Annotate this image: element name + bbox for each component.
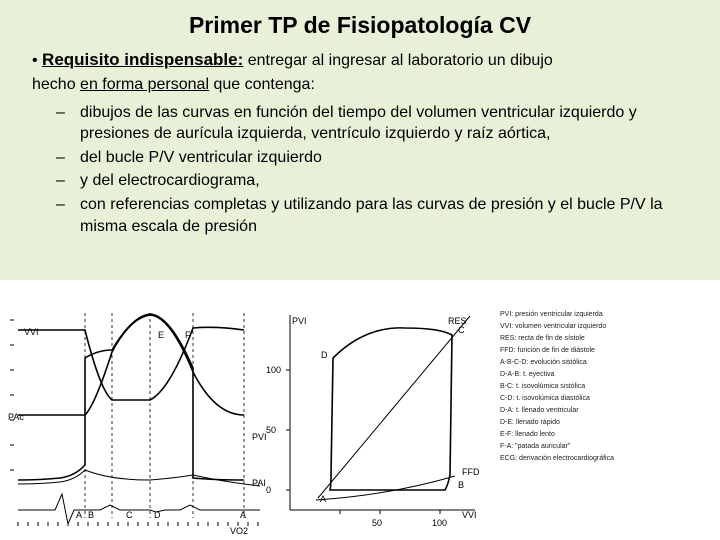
- svg-text:FFD: función de fin de diástol: FFD: función de fin de diástole: [500, 347, 595, 354]
- svg-text:PVI: PVI: [292, 316, 307, 326]
- svg-text:50: 50: [266, 425, 276, 435]
- svg-text:D-A-B: t. eyectiva: D-A-B: t. eyectiva: [500, 371, 555, 378]
- text-block: • Requisito indispensable: entregar al i…: [0, 49, 720, 237]
- svg-text:C-D: t. isovolúmica diastólica: C-D: t. isovolúmica diastólica: [500, 395, 590, 402]
- bullet-dot: •: [32, 52, 42, 69]
- sub-bullet-2: –del bucle P/V ventricular izquierdo: [68, 147, 688, 169]
- svg-text:B: B: [458, 480, 464, 490]
- sub-bullet-1-text: dibujos de las curvas en función del tie…: [80, 104, 637, 143]
- svg-text:PVI: presión ventricular izqui: PVI: presión ventricular izquierda: [500, 311, 603, 318]
- sub-bullet-4-text: con referencias completas y utilizando p…: [80, 196, 663, 235]
- svg-text:C: C: [126, 510, 133, 520]
- svg-text:PVI: PVI: [252, 432, 267, 442]
- svg-text:VVI: VVI: [24, 327, 39, 337]
- svg-text:D-E: llenado rápido: D-E: llenado rápido: [500, 419, 560, 426]
- svg-text:RES: RES: [448, 316, 467, 326]
- svg-text:PAc: PAc: [8, 412, 24, 422]
- svg-text:A: A: [320, 494, 326, 504]
- svg-text:E-F: llenado lento: E-F: llenado lento: [500, 431, 555, 438]
- svg-text:B: B: [88, 510, 94, 520]
- bullet-rest-4: que contenga:: [209, 76, 315, 93]
- bullet-rest-3: en forma personal: [80, 76, 209, 93]
- figure: VVIPAcPVIPAIFEABCDAVO210050050100ABCDRES…: [0, 280, 720, 540]
- svg-text:PAI: PAI: [252, 478, 266, 488]
- svg-text:RES: recta de fin de sístole: RES: recta de fin de sístole: [500, 335, 585, 342]
- sub-bullet-1: –dibujos de las curvas en función del ti…: [68, 102, 688, 145]
- svg-text:F: F: [185, 330, 191, 340]
- page-title: Primer TP de Fisiopatología CV: [0, 0, 720, 49]
- svg-text:B-C: t. isovolúmica sistólica: B-C: t. isovolúmica sistólica: [500, 383, 585, 390]
- svg-text:C: C: [458, 325, 465, 335]
- svg-text:A-B-C-D: evolución sistólica: A-B-C-D: evolución sistólica: [500, 359, 587, 366]
- sub-bullets: –dibujos de las curvas en función del ti…: [32, 98, 688, 238]
- svg-text:100: 100: [432, 518, 447, 528]
- sub-bullet-3-text: y del electrocardiograma,: [80, 172, 260, 189]
- main-bullet-cont: hecho en forma personal que contenga:: [32, 74, 688, 96]
- svg-text:D: D: [321, 350, 328, 360]
- svg-text:VO2: VO2: [230, 526, 248, 536]
- svg-text:D: D: [154, 510, 161, 520]
- svg-text:50: 50: [372, 518, 382, 528]
- sub-bullet-4: –con referencias completas y utilizando …: [68, 194, 688, 237]
- svg-text:VVI: VVI: [462, 510, 477, 520]
- svg-text:FFD: FFD: [462, 467, 480, 477]
- sub-bullet-3: –y del electrocardiograma,: [68, 170, 688, 192]
- sub-bullet-2-text: del bucle P/V ventricular izquierdo: [80, 149, 322, 166]
- svg-text:100: 100: [266, 365, 281, 375]
- svg-text:A: A: [240, 510, 246, 520]
- svg-text:D-A: t. llenado ventricular: D-A: t. llenado ventricular: [500, 407, 579, 414]
- svg-text:VVI: volumen ventricular izqui: VVI: volumen ventricular izquierdo: [500, 323, 606, 330]
- bullet-rest-1: entregar al ingresar al laboratorio un d…: [243, 52, 553, 69]
- svg-text:E: E: [158, 330, 164, 340]
- svg-text:F-A: "patada auricular": F-A: "patada auricular": [500, 443, 571, 450]
- bullet-lead: Requisito indispensable:: [42, 50, 243, 69]
- svg-text:A: A: [76, 510, 82, 520]
- svg-text:ECG: derivación electrocardiog: ECG: derivación electrocardiográfica: [500, 455, 614, 462]
- main-bullet: • Requisito indispensable: entregar al i…: [32, 49, 688, 72]
- svg-text:0: 0: [266, 485, 271, 495]
- bullet-rest-2: hecho: [32, 76, 80, 93]
